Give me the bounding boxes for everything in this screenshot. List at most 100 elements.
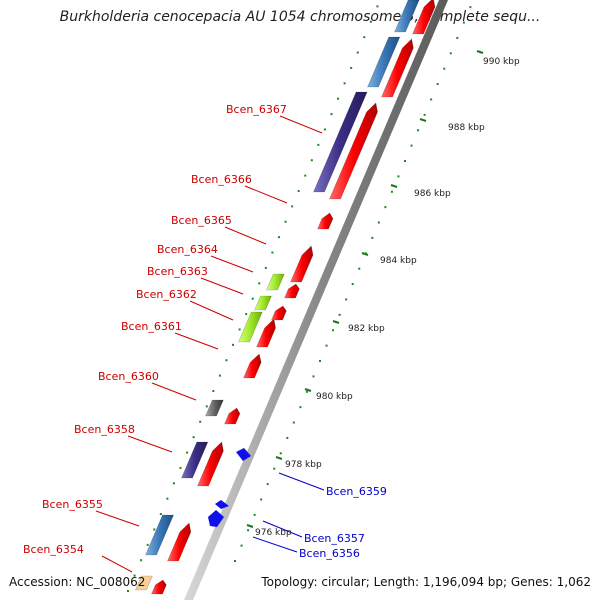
ruler-dot <box>159 513 162 516</box>
ruler-dot <box>338 313 341 316</box>
leader-line <box>252 536 298 553</box>
forward-gene-block[interactable] <box>381 38 414 98</box>
ruler-dot <box>330 113 333 116</box>
ruler-dot <box>291 205 294 208</box>
ruler-dot <box>376 5 379 8</box>
forward-gene-block[interactable] <box>271 305 287 321</box>
ruler-dot <box>247 529 250 532</box>
leader-line <box>279 115 323 134</box>
gene-block-gray[interactable] <box>205 399 224 417</box>
gene-block-green[interactable] <box>254 295 272 311</box>
scale-label: 982 kbp <box>348 324 385 334</box>
ruler-dot <box>312 375 315 378</box>
major-tick <box>332 320 340 324</box>
major-tick <box>275 456 283 460</box>
reverse-gene-block[interactable] <box>236 448 251 461</box>
ruler-dot <box>449 52 452 55</box>
leader-line <box>244 185 288 204</box>
ruler-dot <box>297 190 300 192</box>
forward-gene-block[interactable] <box>243 353 262 379</box>
forward-gene-block[interactable] <box>284 283 300 299</box>
gene-block-blue[interactable] <box>394 0 420 33</box>
forward-gene-block[interactable] <box>329 102 378 200</box>
leader-line <box>210 255 254 273</box>
ruler-dot <box>304 174 307 177</box>
ruler-dot <box>258 282 261 285</box>
ruler-dot <box>286 436 289 439</box>
forward-gene-block[interactable] <box>197 441 224 487</box>
gene-block-blue[interactable] <box>145 514 174 556</box>
ruler-dot <box>232 343 235 346</box>
gene-block-purple[interactable] <box>181 441 209 479</box>
forward-gene-block[interactable] <box>224 407 241 425</box>
ruler-dot <box>371 236 374 239</box>
ruler-dot <box>172 482 175 485</box>
ruler-dot <box>397 175 400 178</box>
reverse-gene-block[interactable] <box>215 500 229 509</box>
leader-line <box>224 226 267 245</box>
gene-block-purple[interactable] <box>313 91 368 193</box>
gene-label[interactable]: Bcen_6366 <box>191 173 252 186</box>
forward-gene-block[interactable] <box>256 318 276 348</box>
ruler-dot <box>225 359 228 362</box>
scale-label: 988 kbp <box>448 123 485 133</box>
ruler-dot <box>332 329 335 332</box>
ruler-dot <box>310 159 313 162</box>
ruler-dots <box>127 5 472 592</box>
ruler-dot <box>350 66 353 69</box>
gene-label[interactable]: Bcen_6354 <box>23 543 84 556</box>
scale-label: 990 kbp <box>483 57 520 67</box>
gene-label[interactable]: Bcen_6357 <box>304 532 365 545</box>
ruler-dot <box>251 297 254 300</box>
gene-label[interactable]: Bcen_6361 <box>121 320 182 333</box>
ruler-dot <box>363 36 366 39</box>
ruler-dot <box>146 543 149 546</box>
gene-block-green[interactable] <box>238 311 263 343</box>
ruler-dot <box>369 20 372 23</box>
major-tick <box>304 388 312 392</box>
forward-gene-block[interactable] <box>290 245 314 283</box>
ruler-dot <box>358 267 361 270</box>
ruler-dot <box>456 36 459 39</box>
gene-label[interactable]: Bcen_6367 <box>226 103 287 116</box>
gene-label[interactable]: Bcen_6356 <box>299 547 360 560</box>
gene-block-orange[interactable] <box>135 575 153 591</box>
ruler-dot <box>317 143 320 146</box>
forward-gene-block[interactable] <box>167 522 192 562</box>
scale-label: 984 kbp <box>380 256 417 266</box>
ruler-dot <box>292 421 295 424</box>
ruler-dot <box>199 420 202 423</box>
ruler-dot <box>166 497 169 500</box>
ruler-dot <box>417 129 420 132</box>
reverse-gene-block[interactable] <box>208 510 224 527</box>
gene-label[interactable]: Bcen_6359 <box>326 485 387 498</box>
leader-line <box>95 510 140 527</box>
gene-label[interactable]: Bcen_6360 <box>98 370 159 383</box>
ruler-dot <box>384 206 387 209</box>
gene-label[interactable]: Bcen_6365 <box>171 214 232 227</box>
ruler-dot <box>218 374 221 377</box>
ruler-dot <box>205 405 208 408</box>
gene-label[interactable]: Bcen_6363 <box>147 265 208 278</box>
ruler-dot <box>337 97 340 100</box>
gene-label[interactable]: Bcen_6364 <box>157 243 218 256</box>
gene-block-blue[interactable] <box>367 36 401 88</box>
scale-label: 976 kbp <box>255 528 292 538</box>
gene-label[interactable]: Bcen_6358 <box>74 423 135 436</box>
ruler-dot <box>271 251 274 254</box>
forward-gene-block[interactable] <box>412 0 436 35</box>
gene-label[interactable]: Bcen_6355 <box>42 498 103 511</box>
ruler-dot <box>377 221 380 224</box>
accession-text: Accession: NC_008062 <box>9 575 146 589</box>
forward-gene-block[interactable] <box>151 579 167 595</box>
forward-gene-block[interactable] <box>317 212 334 230</box>
summary-text: Topology: circular; Length: 1,196,094 bp… <box>261 575 591 589</box>
ruler-dot <box>277 236 280 239</box>
ruler-dot <box>305 390 308 393</box>
ruler-dot <box>192 436 195 439</box>
leader-line <box>278 472 325 491</box>
gene-block-green[interactable] <box>266 273 285 291</box>
ruler-dot <box>299 406 302 409</box>
gene-label[interactable]: Bcen_6362 <box>136 288 197 301</box>
